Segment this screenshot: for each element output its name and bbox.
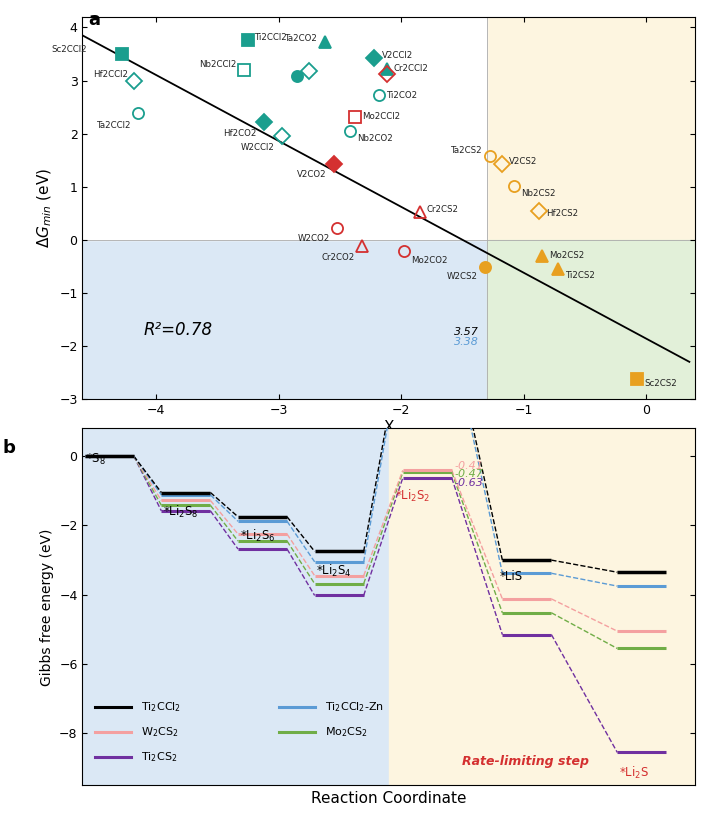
Text: Mo2CO2: Mo2CO2 [411,256,447,265]
Y-axis label: $\Delta G_{min}$ (eV): $\Delta G_{min}$ (eV) [35,168,54,248]
Text: Ti$_2$CS$_2$: Ti$_2$CS$_2$ [141,750,177,764]
Text: W2CO2: W2CO2 [298,234,330,244]
Bar [487,17,695,239]
Bar [389,428,695,785]
Text: V2CCl2: V2CCl2 [381,51,413,60]
Y-axis label: Gibbs free energy (eV): Gibbs free energy (eV) [39,528,54,685]
Bar [487,239,695,399]
Text: *Li$_2$S$_6$: *Li$_2$S$_6$ [239,528,275,544]
Text: *Li$_2$S$_2$: *Li$_2$S$_2$ [395,488,430,504]
Text: Cr2CS2: Cr2CS2 [427,205,459,214]
Text: *Li$_2$S$_8$: *Li$_2$S$_8$ [163,504,199,520]
Text: -0.47: -0.47 [454,470,483,479]
Text: 3.57: 3.57 [454,328,479,338]
Text: Sc2CS2: Sc2CS2 [644,379,677,387]
Text: b: b [3,439,16,457]
Text: Mo$_2$CS$_2$: Mo$_2$CS$_2$ [325,725,367,738]
Text: Mo2CS2: Mo2CS2 [550,251,585,260]
X-axis label: X: X [384,420,394,434]
Text: Ti$_2$CCl$_2$: Ti$_2$CCl$_2$ [141,700,181,714]
Text: Ti$_2$CCl$_2$-Zn: Ti$_2$CCl$_2$-Zn [325,700,384,714]
Text: Cr2CO2: Cr2CO2 [321,254,355,262]
Text: a: a [89,11,100,29]
Text: Ti2CS2: Ti2CS2 [566,270,595,280]
Text: 3.38: 3.38 [454,337,479,347]
Text: V2CO2: V2CO2 [297,171,326,180]
Text: W2CCl2: W2CCl2 [241,144,275,152]
Text: Nb2CCl2: Nb2CCl2 [199,60,237,69]
Text: Ti2CO2: Ti2CO2 [386,91,417,100]
Text: *Li$_2$S$_4$: *Li$_2$S$_4$ [316,563,352,579]
Text: R²=0.78: R²=0.78 [144,321,213,339]
Text: *LiS: *LiS [500,570,523,583]
Text: Sc2CCl2: Sc2CCl2 [52,45,87,55]
Text: Ta2CCl2: Ta2CCl2 [97,121,131,129]
Text: Ti2CCl2: Ti2CCl2 [255,33,288,42]
Text: Mo2CCl2: Mo2CCl2 [362,112,400,121]
Text: *S$_8$: *S$_8$ [86,452,106,467]
Text: -0.41: -0.41 [454,461,483,471]
Text: Ta2CS2: Ta2CS2 [450,146,482,155]
Text: -0.63: -0.63 [454,478,483,488]
Text: Cr2CCl2: Cr2CCl2 [394,65,429,73]
Text: *Li$_2$S: *Li$_2$S [619,764,649,780]
Text: V2CS2: V2CS2 [509,157,538,166]
Text: Nb2CS2: Nb2CS2 [521,189,556,198]
Text: Hf2CCl2: Hf2CCl2 [92,70,128,79]
Text: W2CS2: W2CS2 [446,272,478,281]
Text: Nb2CO2: Nb2CO2 [357,134,393,144]
Text: Hf2CO2: Hf2CO2 [223,129,257,138]
Text: Hf2CS2: Hf2CS2 [546,208,578,218]
Text: Ta2CO2: Ta2CO2 [285,34,318,43]
X-axis label: Reaction Coordinate: Reaction Coordinate [311,791,467,806]
Bar [82,17,487,239]
Text: Rate-limiting step: Rate-limiting step [462,754,589,768]
Text: W$_2$CS$_2$: W$_2$CS$_2$ [141,725,178,738]
